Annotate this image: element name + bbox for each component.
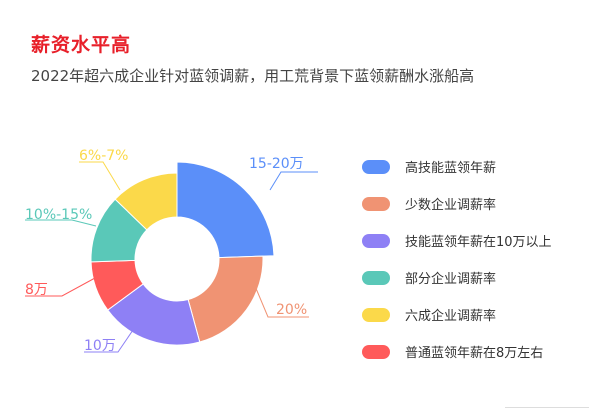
leader-line	[254, 285, 309, 318]
legend-item: 部分企业调薪率	[362, 259, 552, 296]
legend-item: 技能蓝领年薪在10万以上	[362, 222, 552, 259]
data-label: 20%	[276, 302, 307, 318]
legend-swatch	[362, 307, 390, 322]
legend-label: 部分企业调薪率	[405, 272, 497, 287]
legend-item: 普通蓝领年薪在8万左右	[362, 333, 552, 370]
data-label: 8万	[25, 282, 48, 298]
pie-slice	[176, 161, 275, 259]
leader-line	[269, 171, 318, 191]
legend-swatch	[362, 233, 390, 248]
chart-legend: 高技能蓝领年薪 少数企业调薪率 技能蓝领年薪在10万以上 部分企业调薪率 六成企…	[362, 148, 552, 370]
legend-label: 六成企业调薪率	[405, 309, 497, 324]
legend-label: 普通蓝领年薪在8万左右	[405, 346, 544, 361]
leader-line	[25, 277, 96, 297]
footer-divider	[505, 407, 589, 408]
data-label: 10万	[84, 338, 116, 354]
leader-line	[84, 329, 134, 353]
data-label: 15-20万	[249, 156, 304, 172]
legend-swatch	[362, 270, 390, 285]
legend-label: 少数企业调薪率	[405, 198, 497, 213]
data-label: 10%-15%	[25, 207, 92, 223]
chart-subtitle: 2022年超六成企业针对蓝领调薪，用工荒背景下蓝领薪酬水涨船高	[31, 67, 475, 85]
legend-swatch	[362, 196, 390, 211]
leader-line	[79, 161, 121, 191]
legend-item: 少数企业调薪率	[362, 185, 552, 222]
legend-item: 六成企业调薪率	[362, 296, 552, 333]
data-label: 6%-7%	[79, 148, 128, 164]
legend-swatch	[362, 344, 390, 359]
legend-swatch	[362, 159, 390, 174]
leader-line	[25, 219, 97, 227]
legend-item: 高技能蓝领年薪	[362, 148, 552, 185]
legend-label: 技能蓝领年薪在10万以上	[405, 235, 552, 250]
legend-label: 高技能蓝领年薪	[405, 161, 497, 176]
pie-slice	[114, 172, 178, 231]
chart-title: 薪资水平高	[31, 34, 132, 56]
pie-slice	[187, 255, 264, 343]
